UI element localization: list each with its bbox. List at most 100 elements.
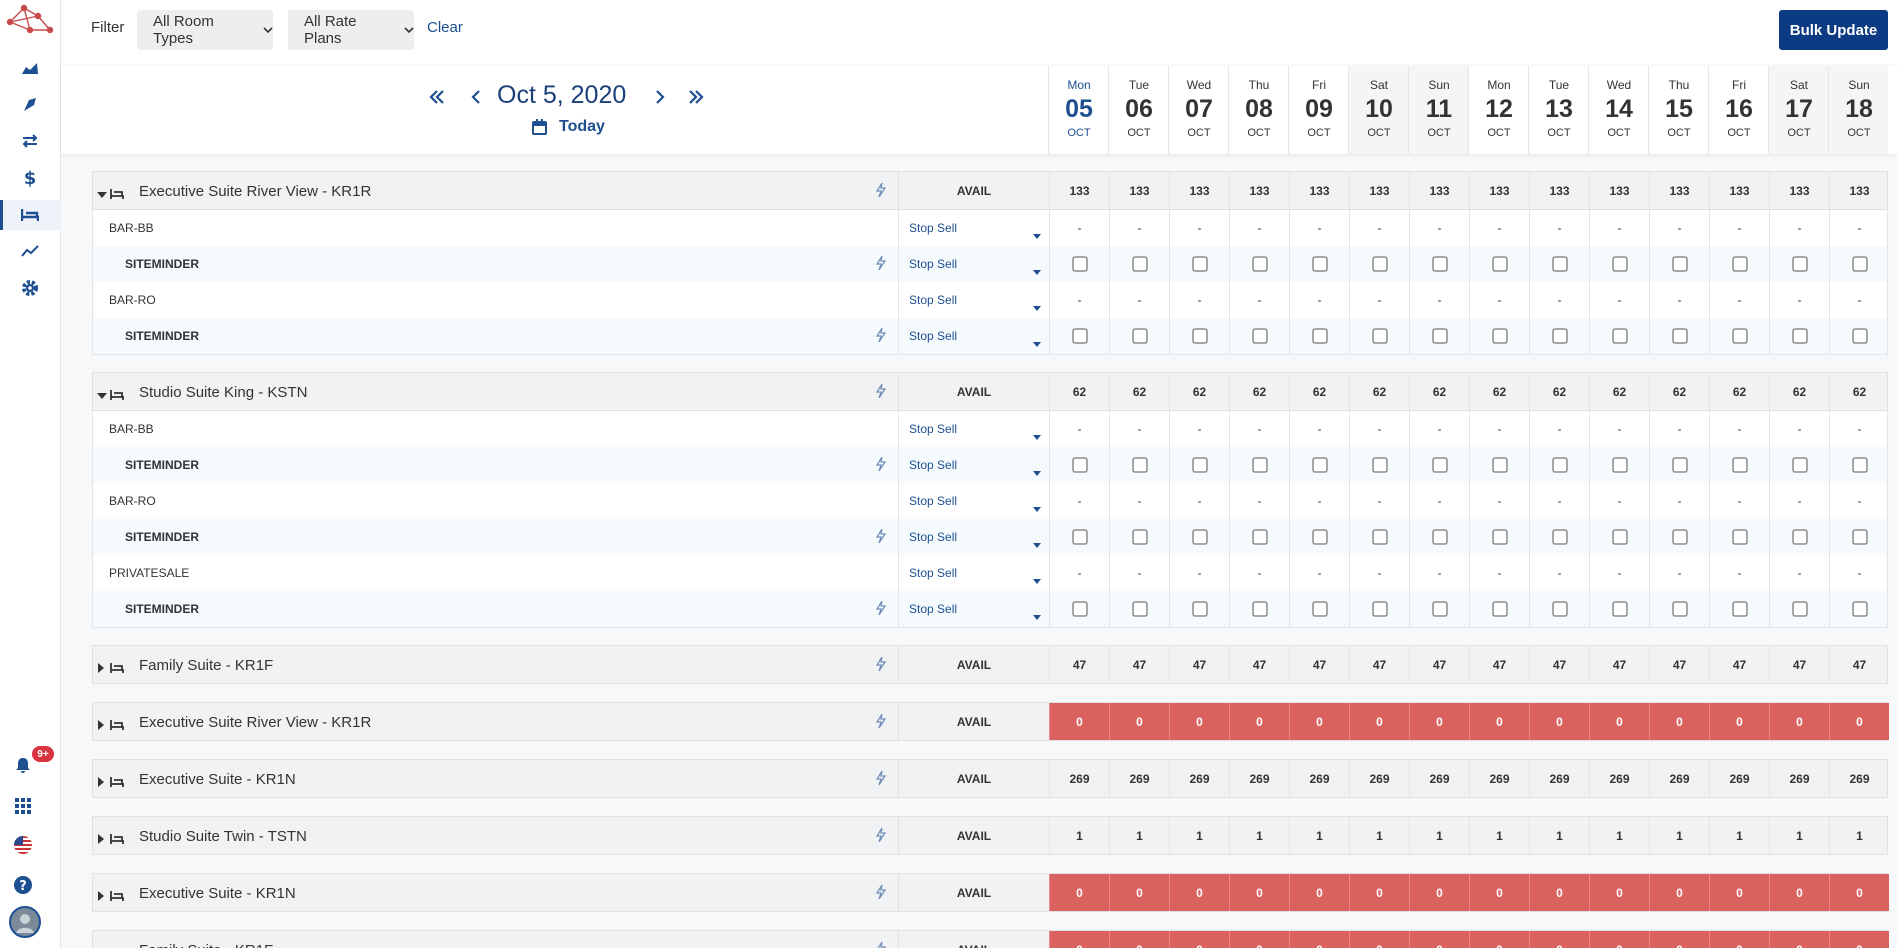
checkbox[interactable]	[1192, 328, 1208, 349]
checkbox[interactable]	[1252, 457, 1268, 478]
stop-sell-dropdown[interactable]: Stop Sell	[898, 483, 1049, 519]
nav-settings[interactable]	[21, 279, 39, 297]
bulk-edit-icon[interactable]	[875, 182, 887, 202]
checkbox[interactable]	[1732, 328, 1748, 349]
expand-toggle[interactable]	[97, 717, 105, 735]
bulk-edit-icon[interactable]	[875, 383, 887, 403]
nav-marketing[interactable]	[21, 96, 39, 114]
checkbox[interactable]	[1372, 529, 1388, 550]
last-page[interactable]	[688, 89, 704, 105]
checkbox[interactable]	[1072, 256, 1088, 277]
checkbox[interactable]	[1312, 328, 1328, 349]
checkbox[interactable]	[1072, 457, 1088, 478]
checkbox[interactable]	[1312, 601, 1328, 622]
checkbox[interactable]	[1132, 328, 1148, 349]
checkbox[interactable]	[1372, 256, 1388, 277]
checkbox[interactable]	[1852, 601, 1868, 622]
stop-sell-dropdown[interactable]: Stop Sell	[898, 282, 1049, 318]
notifications[interactable]	[14, 756, 32, 774]
bulk-edit-icon[interactable]	[875, 528, 887, 548]
bulk-edit-icon[interactable]	[875, 656, 887, 676]
checkbox[interactable]	[1252, 529, 1268, 550]
previous-page[interactable]	[470, 89, 482, 105]
stop-sell-dropdown[interactable]: Stop Sell	[898, 210, 1049, 246]
stop-sell-dropdown[interactable]: Stop Sell	[898, 591, 1049, 627]
checkbox[interactable]	[1852, 256, 1868, 277]
checkbox[interactable]	[1192, 457, 1208, 478]
stop-sell-dropdown[interactable]: Stop Sell	[898, 411, 1049, 447]
room-type-dropdown[interactable]: All Room Types	[137, 10, 273, 50]
checkbox[interactable]	[1612, 529, 1628, 550]
checkbox[interactable]	[1612, 601, 1628, 622]
checkbox[interactable]	[1492, 457, 1508, 478]
checkbox[interactable]	[1372, 328, 1388, 349]
bulk-edit-icon[interactable]	[875, 327, 887, 347]
stop-sell-dropdown[interactable]: Stop Sell	[898, 519, 1049, 555]
checkbox[interactable]	[1492, 256, 1508, 277]
expand-toggle[interactable]	[97, 888, 105, 906]
language[interactable]	[14, 836, 32, 854]
nav-reports[interactable]	[21, 243, 39, 259]
checkbox[interactable]	[1552, 529, 1568, 550]
nav-rates[interactable]: $	[23, 168, 37, 188]
stop-sell-dropdown[interactable]: Stop Sell	[898, 318, 1049, 354]
checkbox[interactable]	[1792, 328, 1808, 349]
stop-sell-dropdown[interactable]: Stop Sell	[898, 555, 1049, 591]
help[interactable]: ?	[14, 876, 32, 894]
bulk-edit-icon[interactable]	[875, 255, 887, 275]
stop-sell-dropdown[interactable]: Stop Sell	[898, 447, 1049, 483]
checkbox[interactable]	[1552, 328, 1568, 349]
nav-dashboard[interactable]	[21, 60, 39, 76]
checkbox[interactable]	[1192, 256, 1208, 277]
checkbox[interactable]	[1492, 529, 1508, 550]
checkbox[interactable]	[1252, 601, 1268, 622]
checkbox[interactable]	[1132, 601, 1148, 622]
checkbox[interactable]	[1552, 457, 1568, 478]
checkbox[interactable]	[1192, 529, 1208, 550]
bulk-edit-icon[interactable]	[875, 770, 887, 790]
checkbox[interactable]	[1732, 457, 1748, 478]
checkbox[interactable]	[1492, 328, 1508, 349]
bulk-edit-icon[interactable]	[876, 941, 887, 948]
checkbox[interactable]	[1312, 529, 1328, 550]
expand-toggle[interactable]	[97, 774, 105, 792]
checkbox[interactable]	[1552, 256, 1568, 277]
checkbox[interactable]	[1672, 601, 1688, 622]
checkbox[interactable]	[1072, 328, 1088, 349]
checkbox[interactable]	[1372, 601, 1388, 622]
bulk-edit-icon[interactable]	[875, 600, 887, 620]
bulk-edit-icon[interactable]	[875, 827, 887, 847]
collapse-toggle[interactable]	[97, 387, 107, 405]
clear-link[interactable]: Clear	[427, 19, 463, 36]
expand-toggle[interactable]	[97, 660, 105, 678]
checkbox[interactable]	[1672, 457, 1688, 478]
checkbox[interactable]	[1432, 457, 1448, 478]
next-page[interactable]	[654, 89, 666, 105]
checkbox[interactable]	[1792, 256, 1808, 277]
checkbox[interactable]	[1132, 256, 1148, 277]
nav-inventory[interactable]	[21, 207, 39, 223]
checkbox[interactable]	[1732, 601, 1748, 622]
apps[interactable]	[15, 798, 31, 814]
bulk-update-button[interactable]: Bulk Update	[1779, 10, 1888, 50]
checkbox[interactable]	[1792, 601, 1808, 622]
checkbox[interactable]	[1372, 457, 1388, 478]
checkbox[interactable]	[1252, 328, 1268, 349]
checkbox[interactable]	[1612, 328, 1628, 349]
checkbox[interactable]	[1672, 529, 1688, 550]
checkbox[interactable]	[1852, 328, 1868, 349]
first-page[interactable]	[429, 89, 445, 105]
checkbox[interactable]	[1732, 256, 1748, 277]
checkbox[interactable]	[1492, 601, 1508, 622]
collapse-toggle[interactable]	[97, 186, 107, 204]
checkbox[interactable]	[1672, 328, 1688, 349]
bulk-edit-icon[interactable]	[875, 884, 887, 904]
bulk-edit-icon[interactable]	[875, 456, 887, 476]
checkbox[interactable]	[1552, 601, 1568, 622]
checkbox[interactable]	[1312, 256, 1328, 277]
checkbox[interactable]	[1132, 457, 1148, 478]
bulk-edit-icon[interactable]	[875, 713, 887, 733]
rate-plan-dropdown[interactable]: All Rate Plans	[288, 10, 414, 50]
checkbox[interactable]	[1432, 529, 1448, 550]
checkbox[interactable]	[1132, 529, 1148, 550]
